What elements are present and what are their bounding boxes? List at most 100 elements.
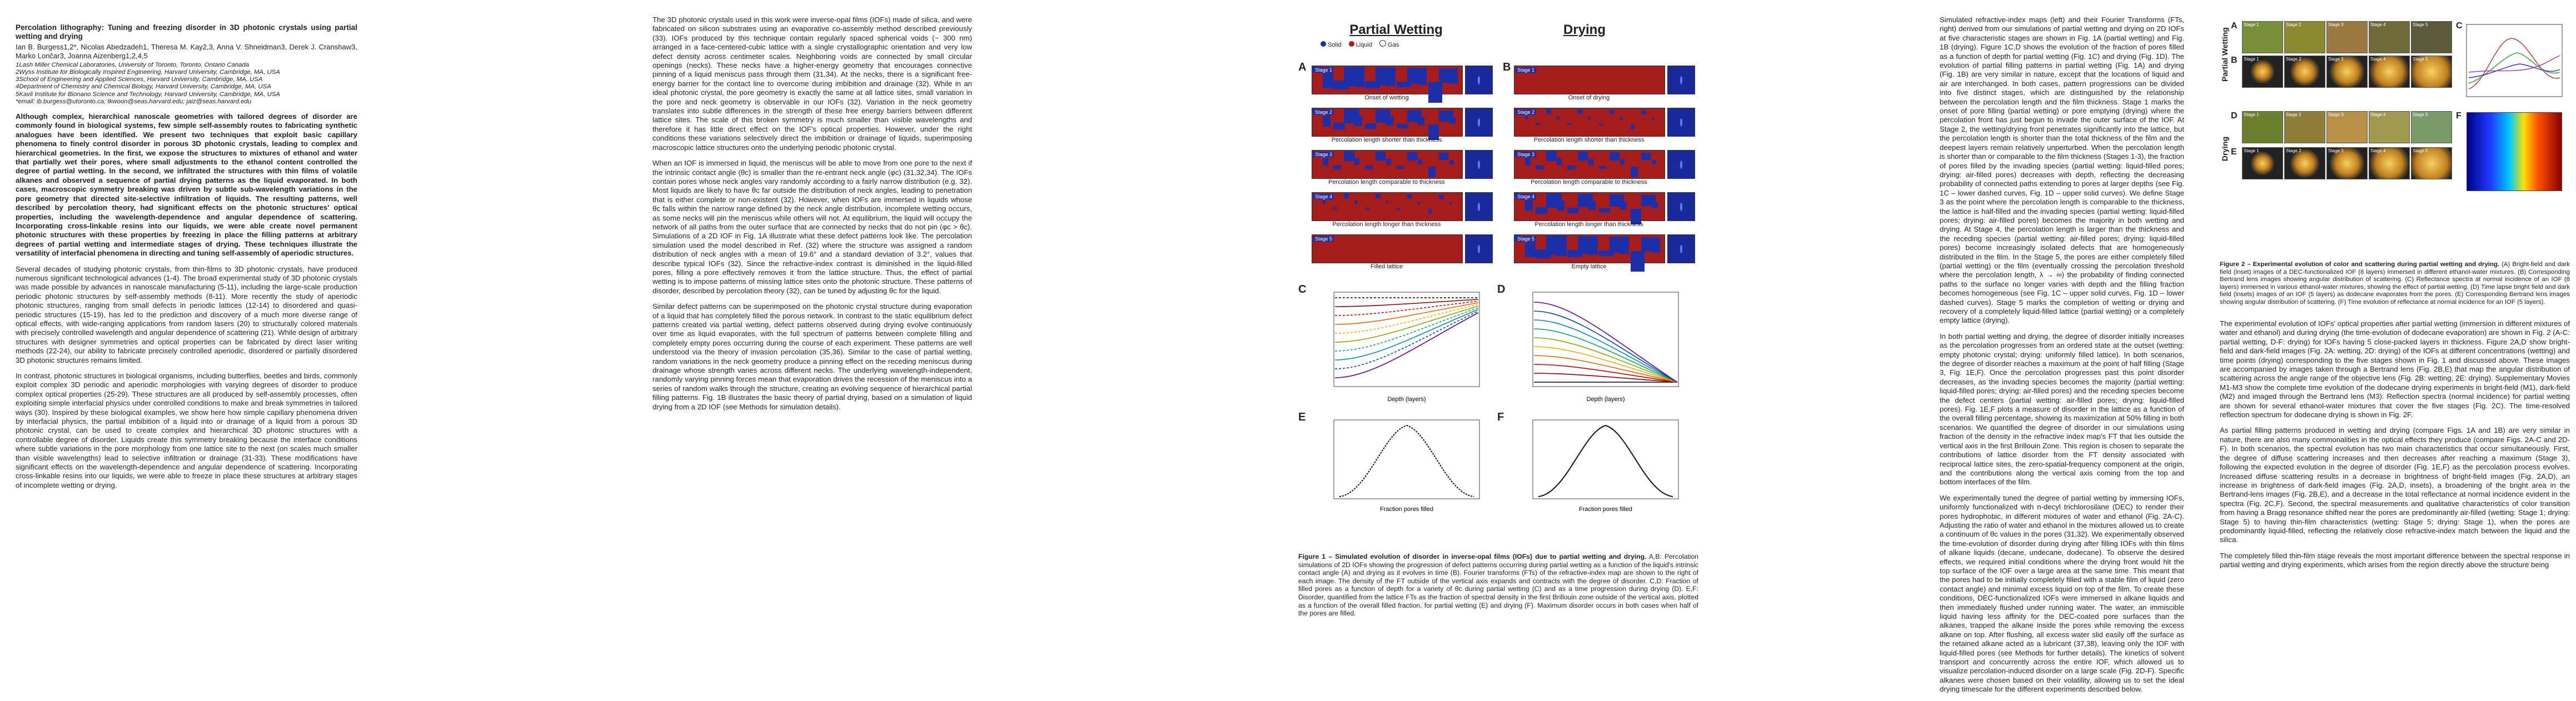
page-1-column: Percolation lithography: Tuning and free… <box>16 23 357 497</box>
figure-2-caption: Figure 2 – Experimental evolution of col… <box>2220 261 2570 307</box>
pore-region <box>1652 244 1660 253</box>
plot-c-reflectance <box>2466 24 2563 97</box>
pore-region <box>1620 202 1627 209</box>
pore-region <box>1365 123 1377 129</box>
stage-caption: Percolation length longer than thickness <box>1332 221 1441 228</box>
filling-curve <box>1533 328 1678 383</box>
stage-label: Stage 3 <box>2328 112 2344 117</box>
stage-label: Stage 4 <box>1516 194 1537 199</box>
stage-label: Stage 5 <box>2413 57 2428 62</box>
stage-map: Stage 2 <box>1312 108 1463 140</box>
page-3: Partial Wetting Drying Solid Liquid Gas … <box>1287 0 1931 667</box>
fourier-transform <box>1667 108 1695 137</box>
page-4-column-left: Simulated refractive-index maps (left) a… <box>1940 16 2184 701</box>
fourier-transform <box>1465 108 1493 137</box>
pore-region <box>1428 124 1439 140</box>
panel-label-f: F <box>1497 411 1504 423</box>
fourier-transform <box>1465 192 1493 221</box>
bertrand-lens-image: Stage 2 <box>2284 147 2325 179</box>
pore-region <box>1428 209 1432 214</box>
pore-region <box>1386 74 1396 86</box>
pore-region <box>1525 200 1533 212</box>
pore-region <box>1428 82 1442 103</box>
bertrand-lens-image: Stage 1 <box>2242 56 2283 88</box>
pore-region <box>1397 166 1404 169</box>
pore-region <box>1567 123 1571 126</box>
bertrand-lens-image: Stage 3 <box>2326 56 2368 88</box>
pore-region <box>1536 123 1539 125</box>
stage-label: Stage 5 <box>1313 236 1334 242</box>
filling-curve <box>1334 302 1479 325</box>
pore-region <box>1599 166 1606 169</box>
stage-map: Stage 1 <box>1514 66 1665 94</box>
page-1: Percolation lithography: Tuning and free… <box>0 0 644 667</box>
affiliation: 4Department of Chemistry and Chemical Bi… <box>16 83 271 91</box>
legend-solid: Solid <box>1328 42 1342 48</box>
pore-region <box>1525 158 1531 166</box>
bertrand-lens-image: Stage 5 <box>2411 147 2452 179</box>
filling-curve <box>1334 306 1479 343</box>
author-list: Ian B. Burgess1,2*, Nicolas Abedzadeh1, … <box>16 42 357 60</box>
microscope-image: Stage 2 <box>2284 21 2325 53</box>
pore-region <box>1599 124 1603 126</box>
figure-1-caption-text: A,B: Percolation simulations of 2D IOFs … <box>1298 553 1699 618</box>
pore-region <box>1354 201 1357 204</box>
stage-label: Stage 3 <box>2328 22 2344 27</box>
body-paragraph: Several decades of studying photonic cry… <box>16 264 357 364</box>
pore-region <box>1557 158 1562 165</box>
stage-label: Stage 1 <box>2244 57 2259 62</box>
pore-region <box>1599 208 1610 213</box>
stage-label: Stage 4 <box>2370 112 2386 117</box>
stage-label: Stage 2 <box>2286 148 2301 153</box>
pore-region <box>1418 75 1427 85</box>
body-paragraph: The 3D photonic crystals used in this wo… <box>652 16 972 152</box>
pore-region <box>1525 116 1528 119</box>
pore-region <box>1333 165 1341 169</box>
figure-2-caption-text: (A) Bright-field and dark field (inset) … <box>2220 261 2570 306</box>
stage-map: Stage 5 <box>1514 234 1665 272</box>
pore-region <box>1439 195 1444 199</box>
axis-label-depth: Depth (layers) <box>1387 396 1426 403</box>
filling-curve <box>1533 355 1678 383</box>
body-paragraph: In both partial wetting and drying, the … <box>1940 332 2184 487</box>
email-line: *email: ib.burgess@utoronto.ca; tkwoon@s… <box>16 98 252 105</box>
pore-region <box>1397 208 1401 210</box>
filling-curve <box>1533 373 1678 383</box>
fourier-transform <box>1667 66 1695 94</box>
legend: Solid Liquid Gas <box>1321 40 1654 48</box>
microscope-image: Stage 3 <box>2326 21 2368 53</box>
body-paragraph: The completely filled thin-film stage re… <box>2220 551 2570 569</box>
axis-label-depth: Depth (layers) <box>1586 396 1625 403</box>
pore-region <box>1588 117 1591 120</box>
microscope-image: Stage 1 <box>2242 111 2283 143</box>
pore-region <box>1386 201 1389 204</box>
stage-label: Stage 3 <box>1313 152 1334 157</box>
figure-2-caption-title: Figure 2 – Experimental evolution of col… <box>2220 261 2500 268</box>
stage-label: Stage 2 <box>2286 112 2301 117</box>
pore-region <box>1652 118 1654 120</box>
stage-label: Stage 1 <box>1313 67 1334 73</box>
pore-region <box>1578 109 1583 114</box>
body-paragraph: In contrast, photonic structures in biol… <box>16 372 357 489</box>
stage-caption: Filled lattice <box>1370 263 1403 270</box>
pore-region <box>1365 166 1373 169</box>
panel-label-f: F <box>2456 111 2462 121</box>
panel-label-b: B <box>2231 56 2238 65</box>
pore-region <box>1567 208 1579 213</box>
stage-caption: Percolation length comparable to thickne… <box>1328 179 1445 186</box>
plot-f-reflectance-map <box>2467 112 2562 191</box>
pore-region <box>1407 152 1417 161</box>
pore-region <box>1386 117 1393 126</box>
stage-map: Stage 2 <box>1514 108 1665 137</box>
stage-caption: Empty lattice <box>1571 263 1607 270</box>
pore-region <box>1641 111 1646 114</box>
legend-liquid: Liquid <box>1356 42 1373 48</box>
stage-label: Stage 3 <box>1516 152 1537 157</box>
bertrand-lens-image: Stage 1 <box>2242 147 2283 179</box>
figure-1: Partial Wetting Drying Solid Liquid Gas … <box>1287 0 1931 667</box>
filling-curve <box>1334 299 1479 307</box>
pore-region <box>1652 202 1658 209</box>
pore-region <box>1631 251 1645 272</box>
pore-region <box>1631 167 1638 177</box>
stage-map: Stage 4 <box>1312 192 1463 221</box>
